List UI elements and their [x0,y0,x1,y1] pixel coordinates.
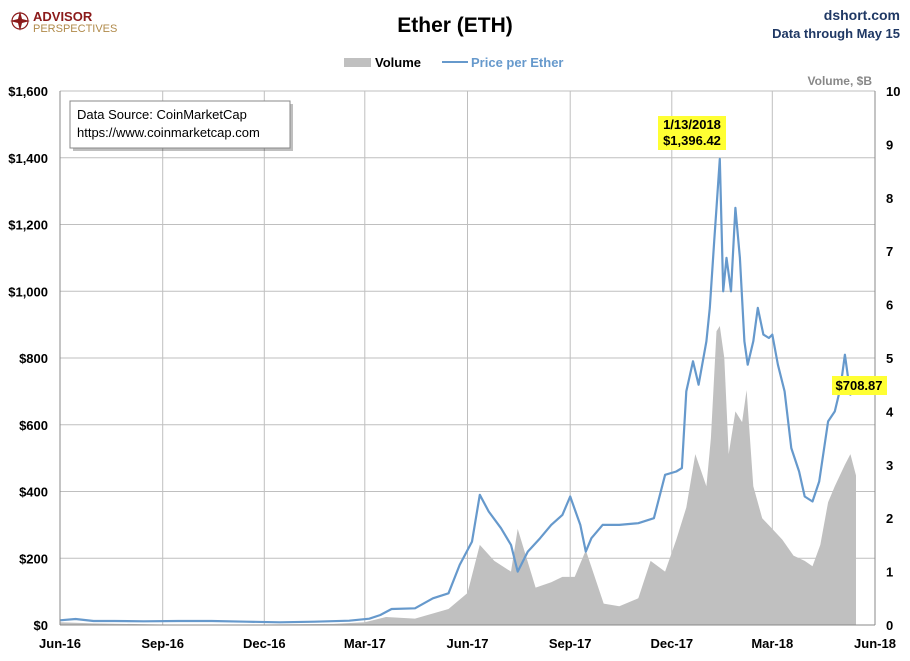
x-axis-tick-label: Jun-18 [854,636,896,651]
last-price-annotation: $708.87 [832,376,887,395]
left-axis-tick-label: $0 [34,618,48,633]
price-line-layer [59,157,857,624]
left-axis-tick-label: $1,600 [8,84,48,99]
left-axis-tick-label: $1,200 [8,218,48,233]
logo-line2: PERSPECTIVES [33,23,117,35]
x-axis-tick-label: Dec-16 [243,636,286,651]
x-axis-tick-label: Dec-17 [650,636,693,651]
right-axis-tick-label: 6 [886,298,893,313]
legend-label-price: Price per Ether [471,55,564,70]
left-axis-tick-label: $600 [19,418,48,433]
left-axis-tick-label: $800 [19,351,48,366]
x-axis-tick-label: Mar-17 [344,636,386,651]
volume-series-area [60,326,856,625]
peak-annotation: 1/13/2018 $1,396.42 [658,116,726,150]
x-axis-tick-label: Mar-18 [751,636,793,651]
advisor-perspectives-logo: ADVISOR PERSPECTIVES [10,9,117,35]
compass-rose-icon [10,11,30,31]
left-axis-tick-label: $200 [19,551,48,566]
right-axis-tick-label: 4 [886,404,894,419]
left-axis-ticks: $0 $200 $400 $600 $800 $1,000 $1,200 $1,400 $1,6… [8,84,48,633]
right-axis-tick-label: 1 [886,565,893,580]
data-source-box: Data Source: CoinMarketCap https://www.c… [69,100,293,151]
chart-title: Ether (ETH) [397,14,513,37]
legend-swatch-volume [344,58,371,67]
source-box-line2: https://www.coinmarketcap.com [77,125,260,140]
axes [59,91,876,626]
right-axis-tick-label: 3 [886,458,893,473]
legend: Volume Price per Ether [344,55,564,70]
data-through: Data through May 15 [772,26,900,41]
x-axis-tick-label: Sep-17 [549,636,592,651]
left-axis-tick-label: $1,400 [8,151,48,166]
right-axis-tick-label: 7 [886,244,893,259]
right-axis-tick-label: 9 [886,137,893,152]
left-axis-tick-label: $1,000 [8,284,48,299]
right-axis-tick-label: 10 [886,84,900,99]
legend-label-volume: Volume [375,55,421,70]
peak-date-label: 1/13/2018 [663,117,721,132]
right-axis-tick-label: 5 [886,351,893,366]
volume-area-layer [60,326,856,625]
left-axis-tick-label: $400 [19,485,48,500]
right-axis-tick-label: 0 [886,618,893,633]
source-box-line1: Data Source: CoinMarketCap [77,107,247,122]
x-axis-tick-label: Jun-17 [447,636,489,651]
source-site: dshort.com [824,7,900,23]
x-axis-tick-label: Sep-16 [141,636,184,651]
logo-line1: ADVISOR [33,9,93,24]
right-axis-tick-label: 8 [886,191,893,206]
x-axis-tick-label: Jun-16 [39,636,81,651]
last-price-label: $708.87 [836,378,883,393]
right-axis-ticks: 0 1 2 3 4 5 6 7 8 9 10 [886,84,900,633]
peak-price-label: $1,396.42 [663,133,721,148]
right-axis-label: Volume, $B [808,74,873,88]
price-series-line [59,157,857,624]
x-axis-ticks: Jun-16 Sep-16 Dec-16 Mar-17 Jun-17 Sep-17 Dec-… [39,636,896,651]
right-axis-tick-label: 2 [886,511,893,526]
